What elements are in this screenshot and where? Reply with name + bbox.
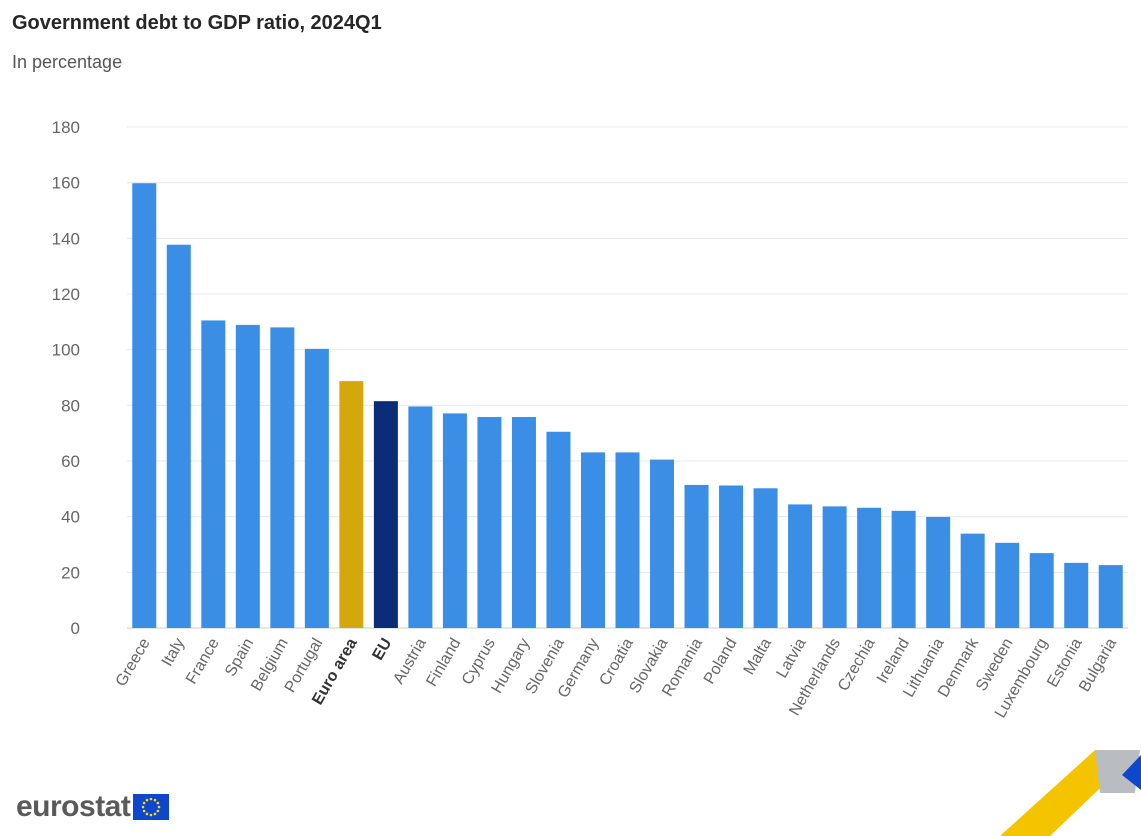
y-tick-label: 0 (71, 619, 80, 638)
bar-cyprus[interactable] (477, 417, 502, 628)
bar-ireland[interactable] (891, 510, 916, 628)
chart-subtitle: In percentage (12, 52, 123, 72)
bar-latvia[interactable] (788, 504, 813, 628)
eurostat-logo: eurostat (16, 790, 170, 824)
x-tick-label: France (183, 635, 223, 687)
y-axis-ticks: 0 20 40 60 80 100 120 140 160 180 (52, 118, 80, 638)
x-tick-label: Poland (701, 636, 741, 688)
bar-czechia[interactable] (857, 507, 882, 628)
bars (132, 183, 1123, 629)
bar-italy[interactable] (166, 244, 191, 629)
y-tick-label: 60 (61, 452, 80, 471)
y-tick-label: 20 (61, 563, 80, 582)
y-tick-label: 160 (52, 174, 80, 193)
y-tick-label: 100 (52, 341, 80, 360)
bar-chart: 0 20 40 60 80 100 120 140 160 180 Greece ItalyFran… (52, 118, 1128, 721)
bar-croatia[interactable] (615, 452, 640, 628)
bar-netherlands[interactable] (822, 506, 847, 628)
y-tick-label: 140 (52, 229, 80, 248)
bar-finland[interactable] (442, 413, 467, 628)
bar-eu[interactable] (373, 401, 398, 628)
bar-greece[interactable] (132, 183, 157, 628)
x-tick-label: EU (370, 636, 396, 664)
bar-slovakia[interactable] (650, 459, 675, 628)
bar-spain[interactable] (235, 324, 260, 628)
decorative-corner-graphic (1000, 750, 1141, 836)
bar-hungary[interactable] (511, 417, 536, 628)
bar-luxembourg[interactable] (1029, 553, 1054, 628)
bar-belgium[interactable] (270, 327, 295, 628)
bar-portugal[interactable] (304, 348, 329, 628)
y-tick-label: 120 (52, 285, 80, 304)
bar-lithuania[interactable] (926, 516, 951, 628)
logo-text: eurostat (16, 790, 131, 823)
x-tick-label: Finland (423, 636, 464, 690)
bar-malta[interactable] (753, 488, 778, 628)
x-tick-label: Malta (741, 635, 775, 677)
eu-flag-icon (133, 794, 170, 820)
x-tick-label: Latvia (773, 635, 809, 681)
bar-bulgaria[interactable] (1098, 565, 1123, 628)
x-tick-label: Spain (222, 636, 257, 680)
chart-title: Government debt to GDP ratio, 2024Q1 (12, 12, 382, 34)
x-tick-label: Greece (113, 635, 154, 689)
bar-france[interactable] (201, 320, 226, 628)
bar-austria[interactable] (408, 406, 433, 628)
y-tick-label: 180 (52, 118, 80, 137)
bar-poland[interactable] (719, 485, 744, 628)
bar-denmark[interactable] (960, 533, 985, 628)
y-tick-label: 40 (61, 508, 80, 527)
bar-estonia[interactable] (1064, 562, 1089, 628)
x-tick-label: Italy (159, 636, 188, 670)
bar-slovenia[interactable] (546, 431, 571, 628)
y-tick-label: 80 (61, 396, 80, 415)
bar-euro-area[interactable] (339, 381, 364, 628)
bar-sweden[interactable] (995, 542, 1020, 628)
bar-romania[interactable] (684, 484, 709, 628)
bar-germany[interactable] (580, 452, 605, 628)
